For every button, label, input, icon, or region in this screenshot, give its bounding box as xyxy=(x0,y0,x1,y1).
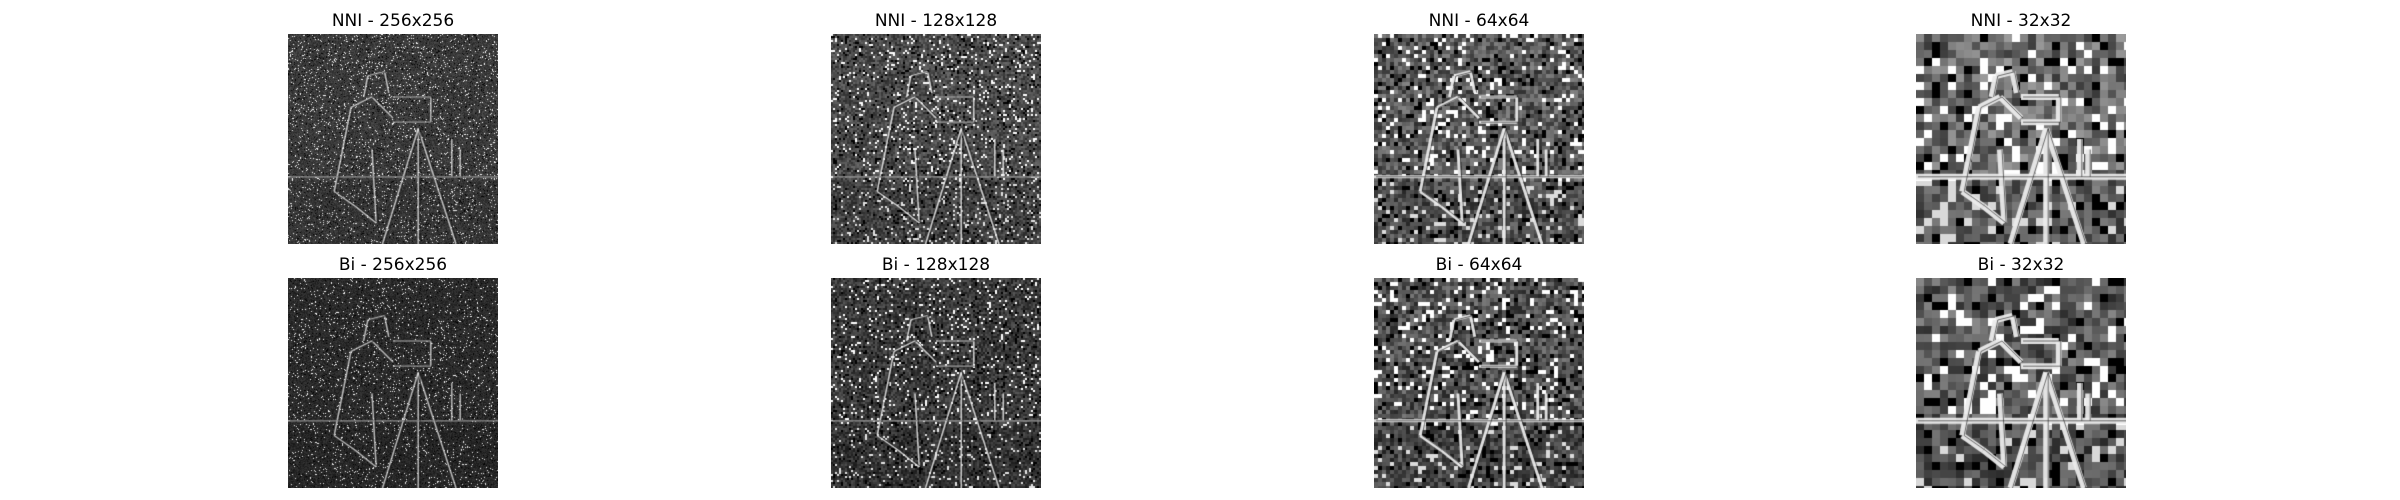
edge-image xyxy=(1916,34,2126,244)
panel-title: Bi - 64x64 xyxy=(1435,255,1523,275)
edge-image xyxy=(1374,34,1584,244)
edge-image xyxy=(288,34,498,244)
panel-title: NNI - 32x32 xyxy=(1970,11,2072,31)
edge-image xyxy=(288,278,498,488)
panel-title: NNI - 128x128 xyxy=(874,11,998,31)
edge-image xyxy=(1916,278,2126,488)
panel-title: Bi - 256x256 xyxy=(338,255,448,275)
panel-title: Bi - 128x128 xyxy=(881,255,991,275)
edge-image xyxy=(1374,278,1584,488)
panel-title: Bi - 32x32 xyxy=(1977,255,2065,275)
panel-title: NNI - 256x256 xyxy=(331,11,455,31)
edge-image xyxy=(831,278,1041,488)
panel-title: NNI - 64x64 xyxy=(1428,11,1530,31)
edge-image xyxy=(831,34,1041,244)
